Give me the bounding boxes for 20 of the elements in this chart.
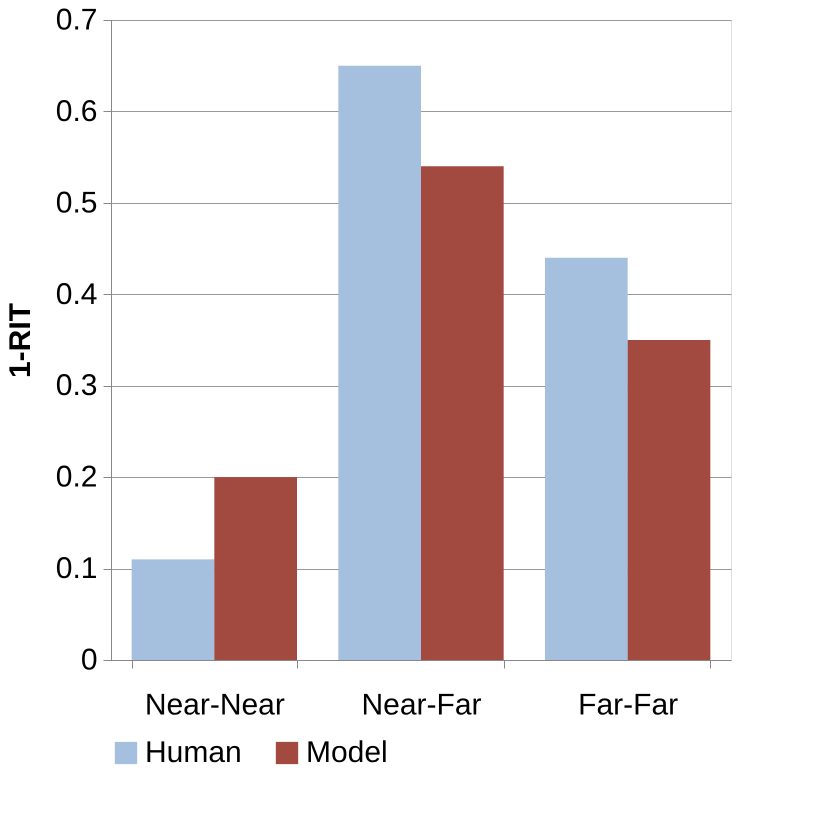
bar	[545, 258, 628, 660]
y-tick-label: 0	[80, 644, 98, 676]
x-tick-label: Far-Far	[578, 688, 678, 722]
bar	[338, 66, 421, 660]
y-tick-label: 0.5	[56, 186, 98, 220]
bar	[214, 477, 297, 660]
x-tick-label: Near-Far	[361, 688, 482, 722]
x-tick-label: Near-Near	[144, 688, 285, 722]
y-tick-label: 0.1	[56, 552, 98, 586]
y-tick-label: 0.4	[56, 278, 98, 311]
bar	[628, 340, 710, 660]
y-axis-title: 1-RIT	[4, 303, 37, 378]
y-tick-label: 0.7	[56, 4, 98, 36]
y-tick-label: 0.2	[56, 460, 98, 494]
y-tick-label: 0.3	[56, 369, 98, 402]
legend-label: Model	[306, 736, 388, 769]
bar	[132, 559, 214, 660]
legend-label: Human	[145, 736, 242, 769]
bar	[421, 166, 504, 660]
y-tick-label: 0.6	[56, 94, 98, 128]
